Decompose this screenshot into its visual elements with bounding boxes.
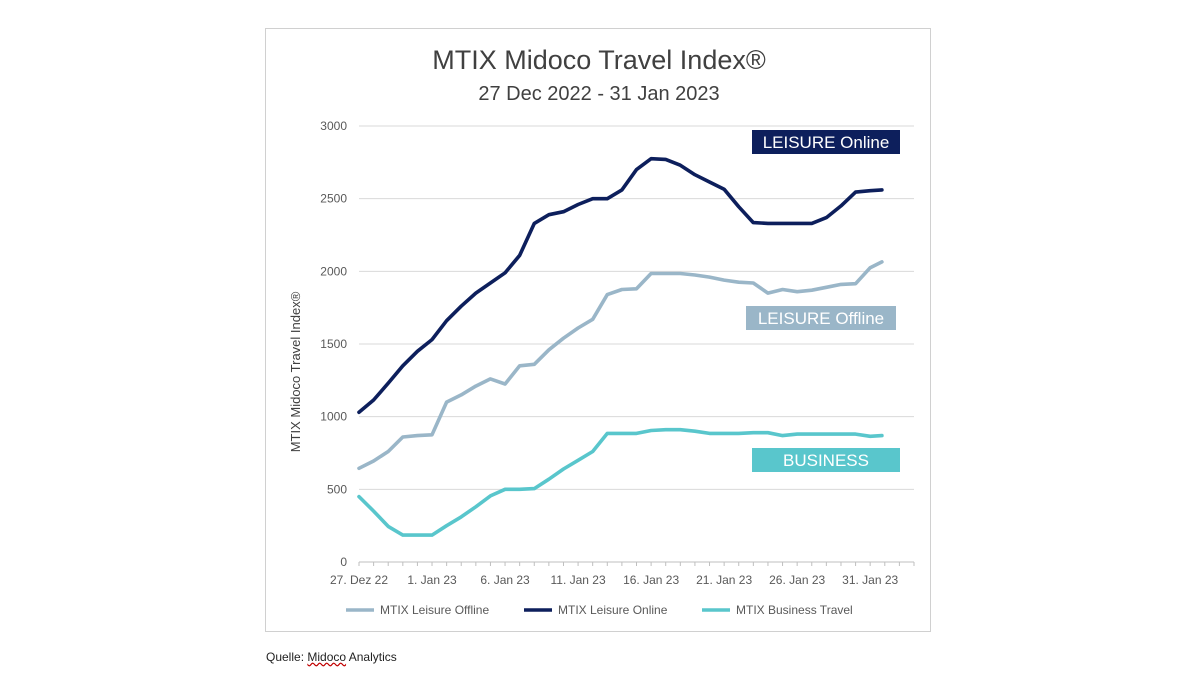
x-tick-label: 31. Jan 23 [842, 573, 898, 587]
chart-subtitle: 27 Dec 2022 - 31 Jan 2023 [478, 83, 719, 105]
y-tick-label: 1000 [320, 410, 347, 424]
y-tick-label: 3000 [320, 119, 347, 133]
x-tick-label: 26. Jan 23 [769, 573, 825, 587]
y-tick-label: 500 [327, 482, 347, 496]
y-tick-labels: 0 500 1000 1500 2000 2500 3000 [320, 119, 347, 569]
series-line [357, 260, 884, 471]
legend-label: MTIX Leisure Online [558, 603, 668, 617]
annotation-box [752, 130, 900, 154]
series-annotations: LEISURE Online LEISURE Offline BUSINESS [746, 130, 900, 472]
series-line [357, 427, 884, 537]
gridlines [358, 125, 915, 566]
x-tick-label: 27. Dez 22 [330, 573, 388, 587]
legend-label: MTIX Business Travel [736, 603, 853, 617]
line-chart: MTIX Midoco Travel Index® 27 Dec 2022 - … [288, 45, 915, 617]
y-tick-label: 0 [340, 555, 347, 569]
y-tick-label: 1500 [320, 337, 347, 351]
annotation-box [746, 306, 896, 330]
x-tick-label: 6. Jan 23 [480, 573, 530, 587]
x-tick-label: 1. Jan 23 [407, 573, 457, 587]
series-line [357, 156, 884, 415]
x-tick-label: 21. Jan 23 [696, 573, 752, 587]
x-tick-label: 11. Jan 23 [551, 573, 606, 587]
series-lines [357, 156, 884, 537]
annotation-label: LEISURE Offline [758, 309, 884, 328]
y-tick-label: 2000 [320, 264, 347, 278]
y-tick-label: 2500 [320, 192, 347, 206]
x-tick-labels: 27. Dez 22 1. Jan 23 6. Jan 23 11. Jan 23 16… [330, 573, 899, 587]
annotation-box [752, 448, 900, 472]
source-suffix: Analytics [346, 650, 397, 664]
legend: MTIX Leisure Offline MTIX Leisure Online M… [346, 603, 853, 617]
legend-label: MTIX Leisure Offline [380, 603, 489, 617]
source-name: Midoco [307, 650, 347, 664]
annotation-label: BUSINESS [783, 451, 869, 470]
source-note: Quelle: Midoco Analytics [266, 650, 397, 664]
x-tick-label: 16. Jan 23 [623, 573, 679, 587]
source-prefix: Quelle: [266, 650, 308, 664]
chart-title: MTIX Midoco Travel Index® [432, 45, 766, 75]
chart-frame: MTIX Midoco Travel Index® 27 Dec 2022 - … [265, 28, 931, 632]
y-axis-title: MTIX Midoco Travel Index® [288, 291, 303, 452]
annotation-label: LEISURE Online [763, 133, 890, 152]
